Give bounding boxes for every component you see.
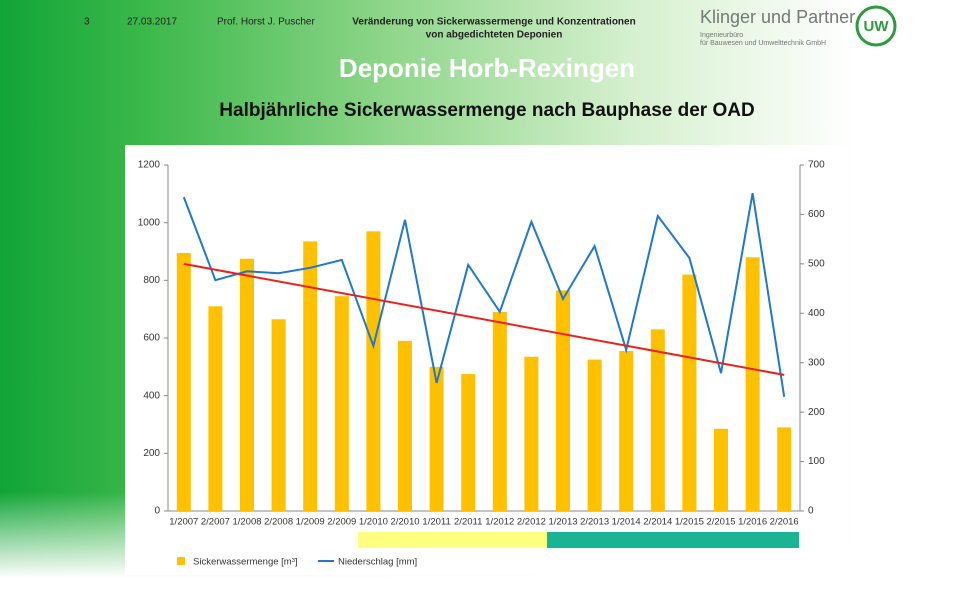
bar: [619, 350, 634, 511]
chart-title: Deponie Horb-Rexingen: [339, 53, 635, 83]
bar: [714, 428, 728, 511]
slide-number: 3: [84, 17, 90, 28]
y-tick-label: 1000: [138, 217, 161, 228]
legend-label: Niederschlag [mm]: [338, 557, 417, 568]
x-tick-label: 1/2014: [612, 517, 641, 528]
x-tick-label: 1/2012: [485, 517, 514, 528]
bar: [461, 374, 476, 511]
date: 27.03.2017: [127, 17, 177, 28]
x-tick-label: 1/2013: [548, 517, 577, 528]
x-tick-label: 2/2015: [706, 517, 735, 528]
x-tick-label: 2/2011: [454, 517, 482, 528]
bar: [240, 258, 254, 511]
phase-band: [547, 532, 799, 548]
trendline: [183, 262, 785, 376]
bar: [303, 241, 318, 512]
phase-band: [358, 532, 547, 548]
topic: Veränderung von Sickerwassermenge und Ko…: [352, 17, 635, 28]
x-tick-label: 1/2009: [296, 517, 325, 528]
bar: [271, 319, 286, 511]
y2-tick-label: 0: [808, 506, 814, 517]
bar: [682, 274, 697, 511]
bar: [492, 312, 507, 511]
company-sub: Ingenieurbüro: [700, 32, 743, 39]
logo-circle: [855, 5, 897, 47]
bar: [334, 296, 349, 511]
bar: [587, 359, 602, 511]
bar: [398, 340, 412, 511]
x-tick-label: 2/2009: [327, 517, 356, 528]
bar: [524, 356, 539, 511]
y-tick-label: 600: [143, 333, 160, 344]
x-tick-label: 1/2011: [422, 517, 450, 528]
line: [182, 193, 786, 397]
y2-tick-label: 700: [808, 160, 825, 171]
bar: [745, 257, 760, 511]
bar: [556, 290, 570, 511]
x-tick-label: 1/2016: [738, 517, 767, 528]
x-tick-label: 2/2016: [770, 517, 799, 528]
y-tick-label: 200: [143, 448, 160, 459]
legend-swatch: [177, 557, 185, 565]
x-tick-label: 1/2008: [232, 517, 261, 528]
x-tick-label: 2/2014: [643, 517, 672, 528]
x-tick-label: 2/2008: [264, 517, 293, 528]
bar: [650, 329, 665, 511]
bar: [176, 252, 191, 512]
bar: [366, 231, 381, 512]
company: Klinger und Partner: [700, 7, 855, 27]
author: Prof. Horst J. Puscher: [217, 17, 315, 28]
y2-tick-label: 400: [808, 308, 825, 319]
x-tick-label: 2/2010: [390, 517, 419, 528]
bar: [429, 366, 444, 511]
y2-tick-label: 200: [808, 407, 825, 418]
x-tick-label: 1/2015: [675, 517, 704, 528]
x-tick-label: 1/2010: [359, 517, 388, 528]
topic: von abgedichteten Deponien: [426, 30, 563, 41]
x-tick-label: 2/2012: [517, 517, 546, 528]
legend-label: Sickerwassermenge [m³]: [193, 557, 298, 568]
y-tick-label: 800: [143, 275, 160, 286]
y-tick-label: 0: [154, 506, 160, 517]
y2-tick-label: 600: [808, 209, 825, 220]
x-tick-label: 2/2013: [580, 517, 609, 528]
y2-tick-label: 300: [808, 357, 825, 368]
logo: UW: [864, 18, 890, 35]
y-tick-label: 400: [143, 390, 160, 401]
y-tick-label: 1200: [138, 160, 161, 171]
x-tick-label: 1/2007: [169, 517, 198, 528]
company-sub: für Bauwesen und Umwelttechnik GmbH: [700, 40, 826, 47]
y2-tick-label: 100: [808, 456, 825, 467]
y2-tick-label: 500: [808, 258, 825, 269]
x-tick-label: 2/2007: [201, 517, 230, 528]
chart-subtitle: Halbjährliche Sickerwassermenge nach Bau…: [219, 100, 754, 121]
bar: [777, 427, 792, 511]
bar: [208, 306, 223, 511]
